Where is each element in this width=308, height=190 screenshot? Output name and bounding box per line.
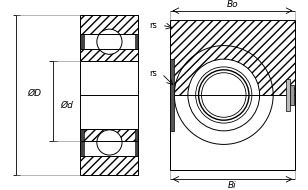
- Circle shape: [199, 70, 249, 120]
- Text: rs: rs: [149, 69, 157, 78]
- Polygon shape: [80, 156, 139, 175]
- Polygon shape: [80, 129, 139, 141]
- Polygon shape: [80, 49, 139, 61]
- Bar: [169, 59, 174, 131]
- Text: Bo: Bo: [227, 0, 238, 9]
- Polygon shape: [169, 20, 295, 95]
- Text: Ød: Ød: [60, 101, 73, 110]
- Text: rs: rs: [149, 21, 157, 30]
- Circle shape: [97, 29, 122, 54]
- Circle shape: [188, 59, 260, 131]
- Polygon shape: [80, 15, 139, 34]
- Text: Bi: Bi: [228, 181, 237, 190]
- Circle shape: [97, 130, 122, 155]
- Bar: [80, 34, 139, 156]
- Bar: [286, 79, 290, 111]
- Text: ØD: ØD: [27, 89, 41, 97]
- Bar: [290, 85, 294, 105]
- Bar: [135, 34, 139, 49]
- Bar: [80, 129, 84, 156]
- Bar: [80, 34, 84, 49]
- Bar: [169, 95, 295, 170]
- Bar: [135, 129, 139, 156]
